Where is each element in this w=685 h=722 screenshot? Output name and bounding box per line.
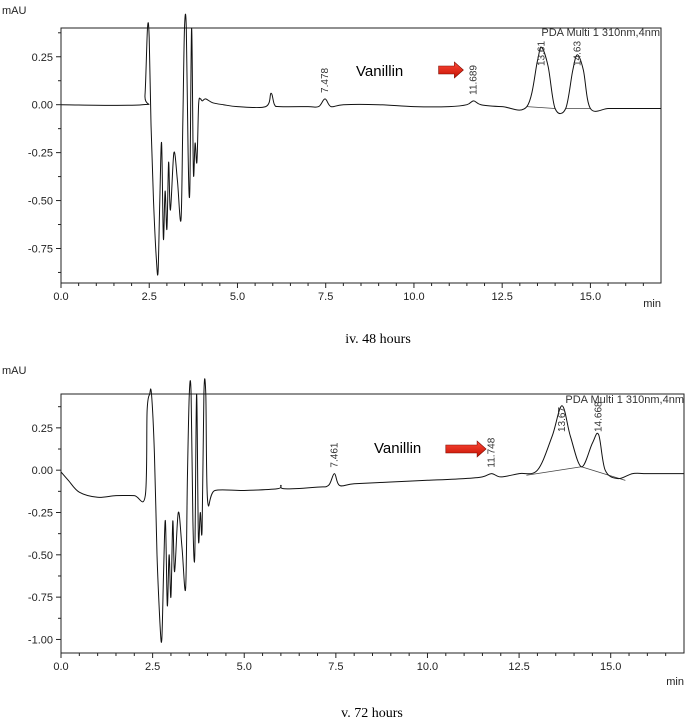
vanillin-label: Vanillin [374,440,421,457]
y-axis: 0.25 0.00 -0.25 -0.50 -0.75 [28,32,61,273]
y-axis: 0.25 0.00 -0.25 -0.50 -0.75 -1.00 [28,406,61,646]
x-tick-label: 10.0 [417,661,438,673]
x-unit-label: min [643,298,661,310]
integration-baselines [526,466,626,481]
peak-label: 7.478 [320,67,331,92]
peak-baseline [526,106,556,109]
detector-label: PDA Multi 1 310nm,4nm [565,394,684,406]
x-tick-label: 15.0 [580,291,601,303]
y-tick-label: 0.00 [32,465,53,477]
x-tick-label: 5.0 [230,291,245,303]
peak-label: 7.461 [329,442,340,467]
peak-labels: 7.478 11.689 13.61 14.63 [320,41,583,95]
y-tick-label: -0.25 [28,507,53,519]
y-tick-label: -0.50 [28,550,53,562]
x-tick-label: 7.5 [318,291,333,303]
y-tick-label: -0.75 [28,243,53,255]
detector-label: PDA Multi 1 310nm,4nm [541,27,660,39]
x-tick-label: 12.5 [508,661,529,673]
y-tick-label: -0.50 [28,196,53,208]
x-tick-label: 0.0 [53,291,68,303]
y-unit-label: mAU [2,5,27,17]
x-axis: 0.0 2.5 5.0 7.5 10.0 12.5 15.0 [53,283,644,303]
x-tick-label: 5.0 [237,661,252,673]
vanillin-arrow-icon [438,61,464,79]
x-tick-label: 2.5 [145,661,160,673]
x-tick-label: 2.5 [142,291,157,303]
peak-label: 14.63 [572,41,583,66]
peak-baseline [526,466,582,476]
peak-label: 13.67 [557,407,568,432]
peak-label: 13.61 [536,41,547,66]
y-tick-label: -1.00 [28,634,53,646]
y-tick-label: 0.00 [32,100,53,112]
x-axis: 0.0 2.5 5.0 7.5 10.0 12.5 15.0 [53,653,667,673]
x-tick-label: 0.0 [53,661,68,673]
panel-caption: iv. 48 hours [345,332,411,347]
x-tick-label: 12.5 [491,291,512,303]
peak-label: 11.748 [487,437,498,467]
panel-caption: v. 72 hours [341,706,403,721]
chromatogram-48h: mAU 0.0 2.5 5.0 7.5 10.0 12.5 15.0 0.25 0.00 -0.… [2,5,662,347]
vanillin-arrow-icon [445,440,487,458]
peak-label: 14.668 [594,401,605,432]
chromatogram-trace [60,13,661,276]
chromatogram-trace [60,378,684,643]
x-tick-label: 7.5 [328,661,343,673]
y-tick-label: -0.75 [28,592,53,604]
y-tick-label: 0.25 [32,52,53,64]
y-unit-label: mAU [2,365,27,377]
integration-baselines [526,106,591,109]
y-tick-label: -0.25 [28,148,53,160]
x-tick-label: 10.0 [403,291,424,303]
vanillin-label: Vanillin [356,63,403,80]
peak-baseline [581,466,626,481]
plot-frame [60,393,685,654]
x-tick-label: 15.0 [600,661,621,673]
chromatogram-72h: mAU 0.0 2.5 5.0 7.5 10.0 12.5 15.0 0.25 0.00 -0.… [2,365,685,721]
peak-label: 11.689 [469,65,480,95]
x-unit-label: min [666,676,684,688]
y-tick-label: 0.25 [32,423,53,435]
peak-labels: 7.461 11.748 13.67 14.668 [329,401,604,468]
